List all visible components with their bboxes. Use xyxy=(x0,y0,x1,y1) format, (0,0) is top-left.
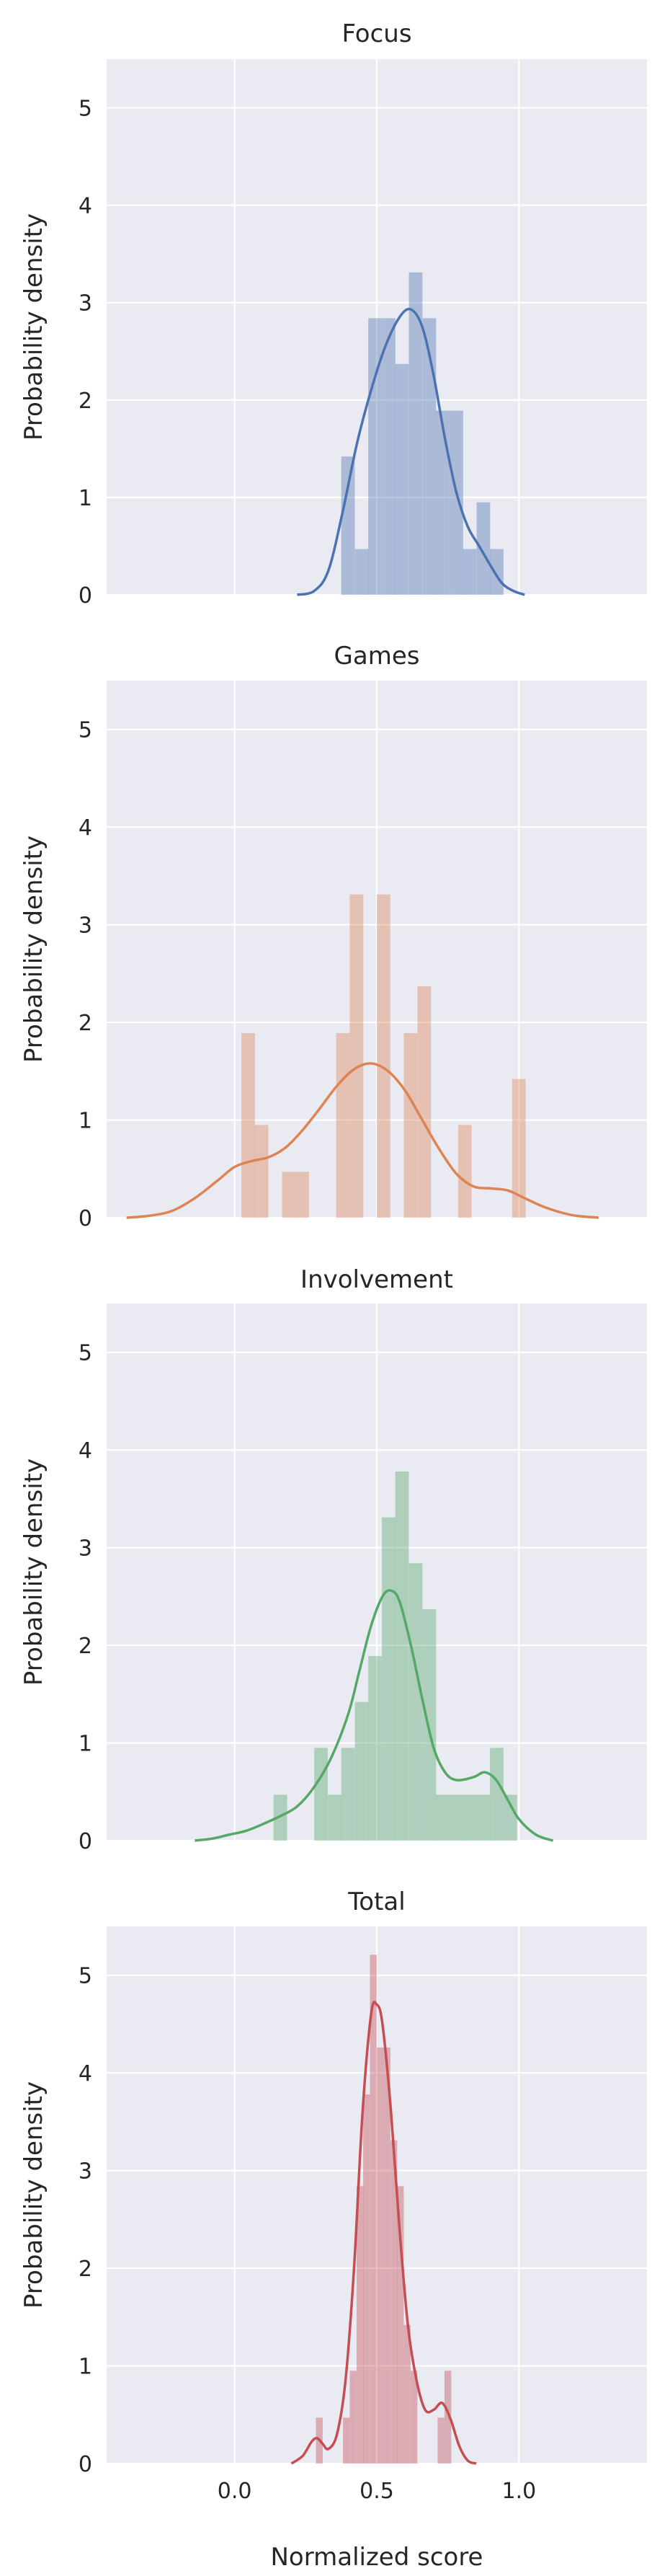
histogram-bar xyxy=(341,1748,355,1841)
y-tick-label: 0 xyxy=(79,1206,92,1231)
y-axis-title: Probability density xyxy=(19,836,48,1063)
y-tick-label: 2 xyxy=(79,2257,92,2282)
histogram-bar xyxy=(397,2186,404,2464)
y-axis-title: Probability density xyxy=(19,2081,48,2309)
histogram-bar xyxy=(403,1032,418,1218)
histogram-bar xyxy=(377,894,390,1218)
histogram-bar xyxy=(368,1655,382,1841)
y-tick-label: 3 xyxy=(79,1536,92,1562)
histogram-bar xyxy=(490,1748,504,1841)
histogram-bar xyxy=(343,2417,350,2464)
histogram-bar xyxy=(328,1794,341,1841)
histogram-bar xyxy=(422,1608,437,1841)
histogram-bar xyxy=(395,363,409,595)
x-tick-label: 0.5 xyxy=(359,2479,394,2504)
histogram-bar xyxy=(463,549,477,595)
kde-curve xyxy=(290,2001,477,2465)
panel-games: Games 0 1 2 3 4 5 Probability density xyxy=(19,642,647,1231)
y-tick-label: 5 xyxy=(79,718,92,743)
panel-title: Total xyxy=(347,1887,405,1916)
histogram-bar xyxy=(349,894,364,1218)
histogram-bar xyxy=(273,1794,287,1841)
histogram-bar xyxy=(403,2324,411,2464)
y-tick-label: 3 xyxy=(79,291,92,317)
histogram-bar xyxy=(504,1794,517,1841)
x-axis-title: Normalized score xyxy=(271,2543,483,2572)
histogram-bar xyxy=(422,318,437,595)
y-axis-title: Probability density xyxy=(19,213,48,441)
histogram-bar xyxy=(437,2417,445,2464)
y-tick-label: 5 xyxy=(79,1964,92,1989)
histogram-bar xyxy=(349,2371,357,2464)
y-tick-label: 0 xyxy=(79,583,92,608)
histogram-bar xyxy=(370,1955,377,2464)
y-tick-label: 4 xyxy=(79,2061,92,2086)
kde-curve xyxy=(297,307,525,596)
y-tick-label: 3 xyxy=(79,913,92,939)
x-tick-label: 1.0 xyxy=(502,2479,537,2504)
kde-curve xyxy=(195,1589,554,1842)
y-tick-label: 1 xyxy=(79,486,92,511)
histogram-bar xyxy=(450,1794,463,1841)
histogram-bar xyxy=(382,1517,396,1841)
histogram-bar xyxy=(417,986,432,1218)
histogram-bar xyxy=(363,2094,370,2464)
y-tick-label: 0 xyxy=(79,1829,92,1854)
x-tick-label: 0.0 xyxy=(218,2479,252,2504)
histogram-bar xyxy=(295,1172,309,1218)
histogram-bar xyxy=(512,1079,526,1218)
histogram-bar xyxy=(410,2371,418,2464)
histogram-bar xyxy=(377,2047,384,2464)
histogram-bar xyxy=(336,1032,350,1218)
panel-total: Total 0 1 2 3 4 5 Probability density 0.0 0.5 1.0 xyxy=(19,1887,647,2504)
y-tick-label: 2 xyxy=(79,389,92,414)
y-tick-label: 1 xyxy=(79,2355,92,2380)
y-tick-label: 1 xyxy=(79,1732,92,1757)
histogram-bar xyxy=(444,2371,452,2464)
histogram-bar xyxy=(476,1794,491,1841)
histogram-bar xyxy=(282,1172,296,1218)
y-tick-label: 5 xyxy=(79,97,92,122)
histogram-bar xyxy=(314,1748,328,1841)
histogram-bar xyxy=(408,272,423,595)
histogram-bar xyxy=(354,1701,369,1841)
y-tick-label: 5 xyxy=(79,1341,92,1366)
histogram-bar xyxy=(436,410,450,595)
histogram-bar xyxy=(390,2140,398,2464)
y-tick-label: 1 xyxy=(79,1109,92,1134)
histogram-bar xyxy=(450,410,463,595)
histogram-bar xyxy=(457,1125,472,1218)
y-tick-label: 0 xyxy=(79,2452,92,2477)
histogram-bar xyxy=(382,318,396,595)
histogram-bar xyxy=(463,1794,477,1841)
y-axis-title: Probability density xyxy=(19,1459,48,1686)
histogram-bar xyxy=(356,2186,364,2464)
y-tick-label: 2 xyxy=(79,1011,92,1036)
histogram-bar xyxy=(254,1125,269,1218)
panel-title: Games xyxy=(334,642,420,670)
histogram-bar xyxy=(408,1563,423,1841)
histogram-bar xyxy=(354,549,369,595)
histogram-bar xyxy=(490,549,504,595)
histogram-bar xyxy=(395,1471,409,1841)
y-tick-label: 2 xyxy=(79,1634,92,1659)
kde-curve xyxy=(126,1062,599,1219)
y-tick-label: 3 xyxy=(79,2159,92,2185)
histogram-bar xyxy=(383,2047,390,2464)
y-tick-label: 4 xyxy=(79,815,92,841)
y-tick-label: 4 xyxy=(79,194,92,219)
histogram-bar xyxy=(436,1794,450,1841)
panel-involvement: Involvement 0 1 2 3 4 5 Probability density xyxy=(19,1265,647,1854)
histogram-bar xyxy=(341,456,355,595)
histogram-bar xyxy=(476,502,491,595)
panel-focus: Focus 0 1 2 3 4 5 Probability density xyxy=(19,19,647,608)
histogram-bar xyxy=(241,1032,255,1218)
panel-title: Involvement xyxy=(300,1265,453,1294)
panel-title: Focus xyxy=(341,19,411,48)
y-tick-label: 4 xyxy=(79,1438,92,1464)
